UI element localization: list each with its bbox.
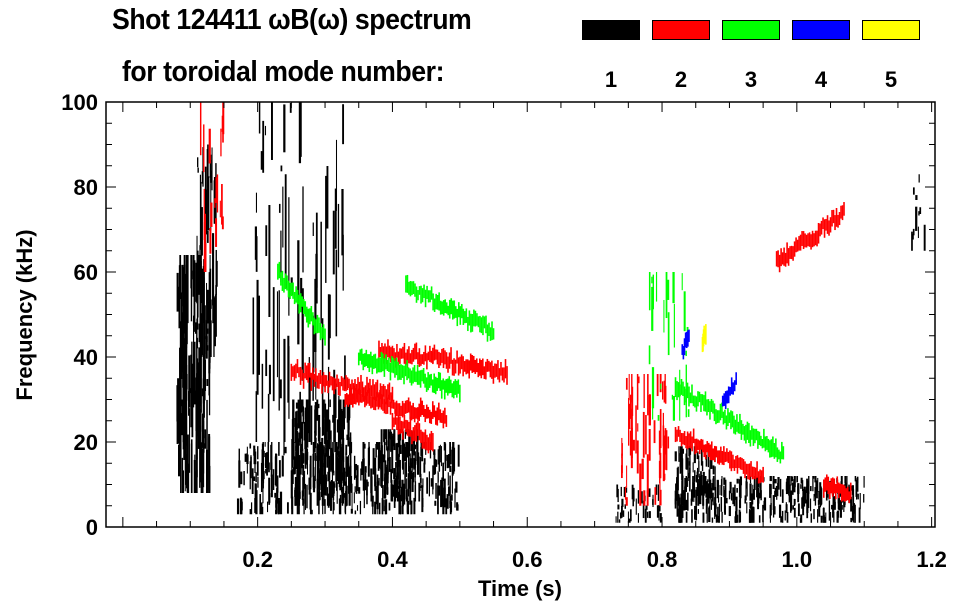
legend-swatch-2 [652, 20, 710, 40]
y-tick-label: 80 [74, 175, 98, 200]
x-tick-label: 0.8 [647, 547, 678, 572]
x-tick-label: 1.2 [916, 547, 947, 572]
y-axis-label: Frequency (kHz) [12, 229, 37, 400]
x-tick-label: 0.2 [242, 547, 273, 572]
legend-label-1: 1 [604, 67, 618, 92]
y-tick-label: 40 [74, 345, 98, 370]
spectrogram-marks [176, 102, 926, 523]
legend-swatch-4 [792, 20, 850, 40]
legend-label-2: 2 [674, 67, 688, 92]
x-axis-label: Time (s) [478, 576, 562, 601]
x-tick-label: 0.6 [512, 547, 543, 572]
y-tick-label: 0 [86, 515, 98, 540]
axes: 0.2 0.4 0.6 0.8 1.0 1.2 0 20 40 60 80 100 [61, 90, 947, 572]
y-tick-label: 60 [74, 260, 98, 285]
chart-title-line1: Shot 124411 ωB(ω) spectrum [112, 4, 472, 36]
x-tick-label: 1.0 [782, 547, 813, 572]
plot-frame [105, 101, 936, 528]
legend-swatch-5 [862, 20, 920, 40]
y-tick-label: 100 [61, 90, 98, 115]
legend-swatch-3 [722, 20, 780, 40]
chart-title-line2: for toroidal mode number: [122, 56, 444, 88]
legend-swatch-1 [582, 20, 640, 40]
legend-label-4: 4 [814, 67, 828, 92]
legend-label-3: 3 [744, 67, 758, 92]
y-tick-label: 20 [74, 430, 98, 455]
x-tick-label: 0.4 [377, 547, 408, 572]
legend-label-5: 5 [884, 67, 898, 92]
